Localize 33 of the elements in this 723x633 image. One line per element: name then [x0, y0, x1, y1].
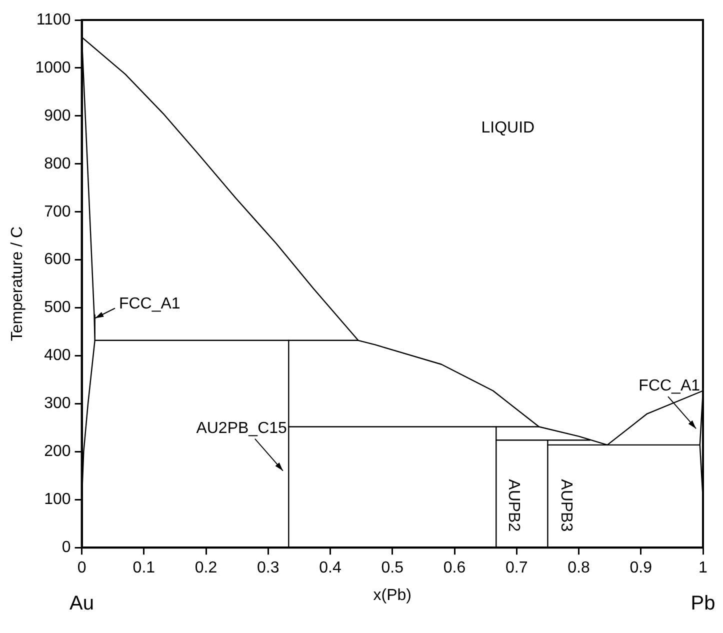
- text: Au: [70, 592, 94, 615]
- x-axis-title: x(Pb): [373, 586, 412, 604]
- y-tick-label: 700: [44, 203, 71, 220]
- y-tick-label: 300: [44, 395, 71, 412]
- x-tick-label: 0.1: [132, 560, 156, 577]
- x-tick-label: 0.7: [506, 560, 528, 577]
- annotation: AU2PB_C15: [196, 420, 288, 437]
- annotation: LIQUID: [481, 120, 535, 137]
- x-tick-label: 1: [698, 560, 708, 577]
- x-tick-label: 0.2: [194, 560, 218, 577]
- y-tick-label: 1000: [35, 59, 71, 76]
- y-tick-label: 100: [44, 491, 71, 508]
- y-tick-label: 0: [62, 539, 71, 556]
- x-tick-label: 0.4: [319, 560, 342, 577]
- y-axis-title: Temperature / C: [9, 226, 26, 342]
- y-tick-label: 200: [44, 443, 71, 460]
- x-tick-label: 0.5: [381, 560, 404, 577]
- x-tick-label: 0.8: [568, 560, 590, 577]
- annotation: AUPB3: [557, 479, 574, 532]
- y-tick-label: 500: [44, 299, 71, 316]
- y-tick-label: 800: [44, 155, 71, 172]
- text: Pb: [690, 592, 716, 615]
- annotation: AUPB2: [505, 479, 522, 532]
- annotation: FCC_A1: [638, 378, 700, 395]
- annotation: FCC_A1: [118, 295, 180, 312]
- y-tick-label: 600: [44, 251, 71, 268]
- x-tick-label: 0.3: [257, 560, 280, 577]
- x-tick-label: 0: [77, 560, 86, 577]
- y-tick-label: 900: [44, 107, 71, 124]
- x-tick-label: 0.6: [443, 560, 466, 577]
- y-tick-label: 1100: [36, 11, 71, 28]
- y-tick-label: 400: [44, 347, 71, 364]
- x-tick-label: 0.9: [630, 560, 652, 577]
